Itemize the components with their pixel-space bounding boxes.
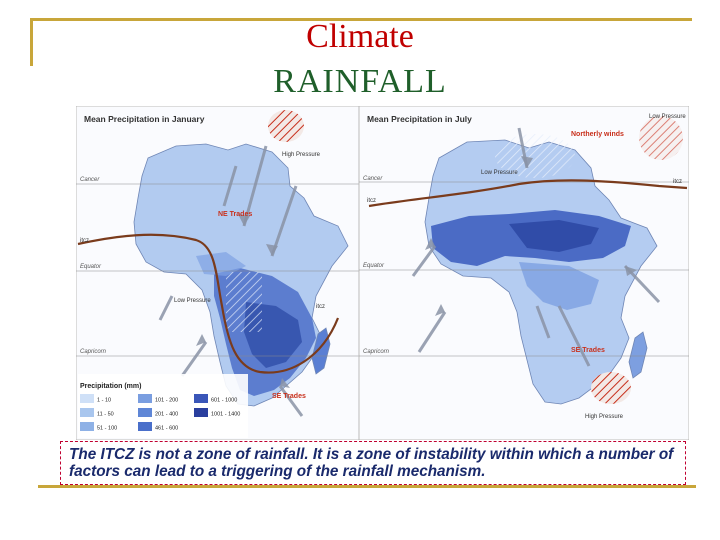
slide-title-climate: Climate — [306, 18, 414, 55]
frame-top-line — [30, 18, 692, 21]
july-low-pressure-top-label: Low Pressure — [649, 114, 686, 120]
july-high-pressure-label: High Pressure — [585, 414, 624, 420]
july-se-trades-label: SE Trades — [571, 347, 605, 354]
legend-swatch — [80, 422, 94, 431]
low-pressure-hatch-july — [639, 116, 683, 160]
july-northerly-winds-label: Northerly winds — [571, 131, 624, 138]
january-se-trades-label: SE Trades — [272, 393, 306, 400]
legend-label: 201 - 400 — [155, 412, 178, 418]
january-high-pressure-label: High Pressure — [282, 152, 321, 158]
july-equator-label: Equator — [363, 263, 385, 269]
july-cancer-label: Cancer — [363, 176, 383, 182]
itcz-caption: The ITCZ is not a zone of rainfall. It i… — [60, 441, 686, 485]
frame-bottom-line — [38, 485, 696, 488]
high-pressure-hatch-january — [268, 110, 304, 142]
legend-label: 1 - 10 — [97, 398, 111, 404]
july-low-pressure-label: Low Pressure — [481, 170, 518, 176]
itcz-line-january — [77, 233, 340, 374]
july-itcz-west-label: itcz — [367, 198, 376, 204]
precipitation-maps-figure: Mean Precipitation in January High Press… — [76, 106, 689, 440]
legend-label: 601 - 1000 — [211, 398, 237, 404]
legend-swatch — [194, 408, 208, 417]
january-map-title: Mean Precipitation in January — [84, 114, 205, 124]
july-itcz-label: itcz — [673, 179, 682, 185]
july-capricorn-label: Capricorn — [363, 349, 390, 355]
legend-label: 1001 - 1400 — [211, 412, 240, 418]
precipitation-legend: Precipitation (mm) 1 - 10 11 - 50 51 - 100… — [78, 374, 248, 438]
legend-label: 101 - 200 — [155, 398, 178, 404]
legend-swatch — [138, 394, 152, 403]
frame-left-line — [30, 18, 33, 66]
july-map-title: Mean Precipitation in July — [367, 114, 472, 124]
wind-arrows-january — [158, 145, 304, 417]
legend-swatch — [138, 422, 152, 431]
january-low-pressure-label: Low Pressure — [174, 298, 211, 304]
legend-label: 11 - 50 — [97, 412, 114, 418]
high-pressure-hatch-july — [591, 372, 631, 404]
legend-label: 51 - 100 — [97, 426, 117, 432]
january-cancer-label: Cancer — [80, 177, 100, 183]
july-map: Mean Precipitation in July Low Pressure … — [358, 106, 689, 440]
january-capricorn-label: Capricorn — [80, 349, 107, 355]
january-itcz-label: itcz — [80, 238, 89, 244]
slide-title-rainfall: RAINFALL — [273, 63, 447, 100]
january-map: Mean Precipitation in January High Press… — [76, 106, 364, 440]
madagascar-july — [628, 331, 648, 379]
legend-swatch — [138, 408, 152, 417]
january-ne-trades-label: NE Trades — [218, 211, 252, 218]
legend-swatch — [80, 394, 94, 403]
legend-label: 461 - 600 — [155, 426, 178, 432]
itcz-line-july — [368, 179, 688, 208]
legend-swatch — [194, 394, 208, 403]
january-equator-label: Equator — [80, 264, 102, 270]
legend-title: Precipitation (mm) — [80, 383, 141, 390]
northerly-winds-hatch-july — [495, 134, 575, 178]
january-itcz-south-label: itcz — [316, 304, 325, 310]
legend-swatch — [80, 408, 94, 417]
